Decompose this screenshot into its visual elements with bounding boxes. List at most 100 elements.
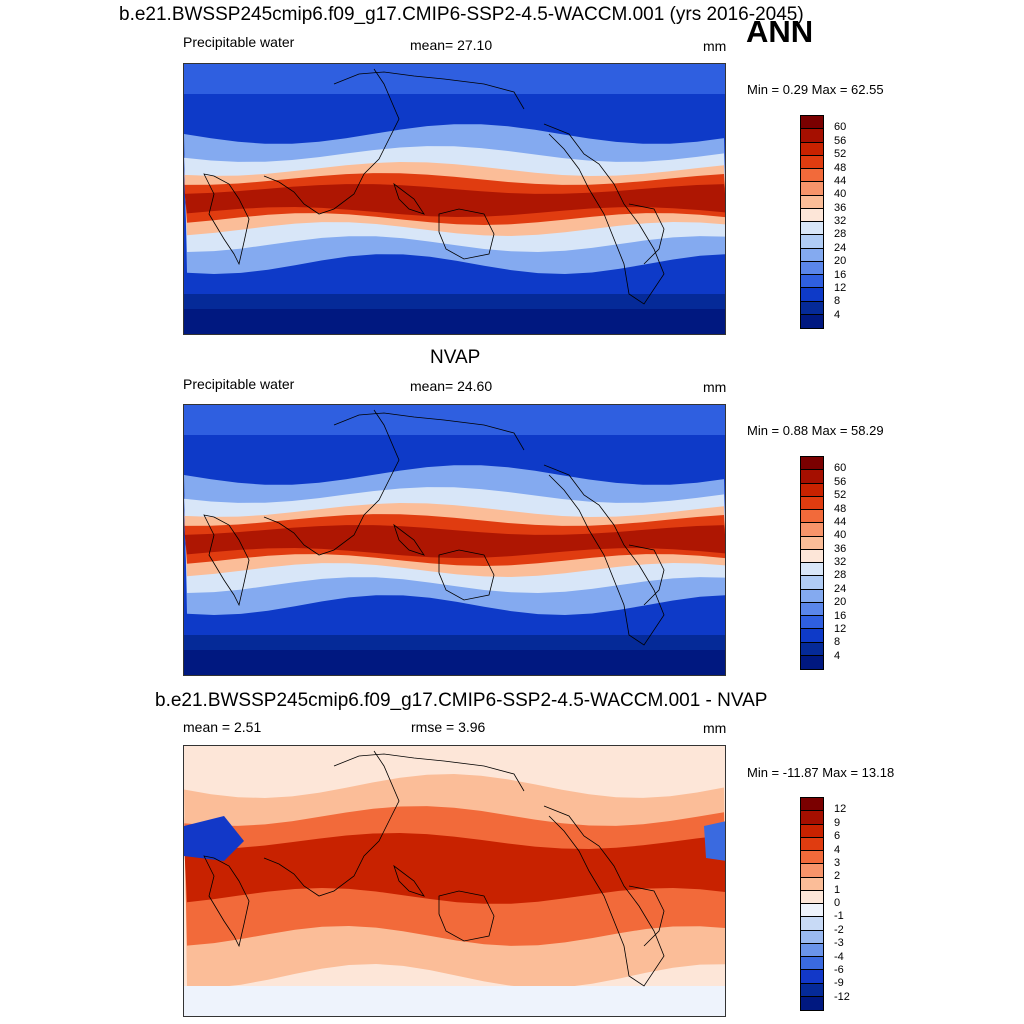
colorbar-tick-label: 4 — [834, 308, 841, 321]
colorbar-tick-label: 44 — [834, 174, 847, 187]
colorbar-tick-label: 8 — [834, 295, 841, 308]
colorbar-swatch — [801, 851, 823, 865]
panel-1-title: b.e21.BWSSP245cmip6.f09_g17.CMIP6-SSP2-4… — [119, 4, 804, 25]
colorbar-swatch — [801, 155, 823, 169]
colorbar-swatch — [801, 195, 823, 209]
colorbar-swatch — [801, 483, 823, 497]
colorbar-swatch — [801, 470, 823, 484]
colorbar-swatch — [801, 496, 823, 510]
colorbar-swatch — [801, 182, 823, 196]
colorbar-swatch — [801, 589, 823, 603]
colorbar-swatch — [801, 301, 823, 315]
colorbar-swatch — [801, 576, 823, 590]
colorbar-tick-label: 8 — [834, 636, 841, 649]
colorbar-tick-label: 44 — [834, 515, 847, 528]
colorbar-tick-label: 16 — [834, 609, 847, 622]
colorbar-tick-label: 12 — [834, 281, 847, 294]
colorbar-tick-label: 0 — [834, 897, 841, 909]
colorbar-tick-label: 16 — [834, 268, 847, 281]
colorbar-swatch — [801, 261, 823, 275]
colorbar-swatch — [801, 563, 823, 577]
panel-1-map — [183, 63, 726, 335]
panel-2-mean-label: mean= 24.60 — [410, 378, 493, 394]
colorbar-tick-label: -1 — [834, 910, 844, 923]
colorbar-tick-label: 56 — [834, 475, 847, 488]
panel-3-title: b.e21.BWSSP245cmip6.f09_g17.CMIP6-SSP2-4… — [155, 690, 768, 711]
colorbar-tick-label: 24 — [834, 582, 847, 595]
colorbar-swatch — [801, 116, 823, 130]
colorbar-swatch — [801, 642, 823, 656]
colorbar-swatch — [801, 248, 823, 262]
colorbar-swatch — [801, 917, 823, 931]
colorbar-swatch — [801, 798, 823, 812]
colorbar-swatch — [801, 288, 823, 302]
colorbar-tick-label: 4 — [834, 649, 841, 662]
panel-1-map-field — [184, 64, 725, 334]
colorbar-tick-label: 48 — [834, 502, 847, 515]
colorbar-tick-label: -9 — [834, 977, 844, 990]
panel-3-units-label: mm — [703, 720, 727, 736]
colorbar-tick-label: 60 — [834, 462, 847, 475]
panel-2-map-field — [184, 405, 725, 675]
colorbar-swatch — [801, 957, 823, 971]
colorbar-swatch — [801, 129, 823, 143]
panel-2-variable-label: Precipitable water — [183, 376, 295, 392]
colorbar-swatch — [801, 523, 823, 537]
colorbar-tick-label: 20 — [834, 255, 847, 268]
colorbar-tick-label: 32 — [834, 215, 847, 227]
colorbar-tick-label: 2 — [834, 870, 841, 883]
panel-1-minmax: Min = 0.29 Max = 62.55 — [747, 82, 884, 97]
colorbar-swatch — [801, 655, 823, 669]
panel-2-units-label: mm — [703, 379, 727, 395]
colorbar-tick-label: 6 — [834, 830, 841, 843]
colorbar-swatch — [801, 314, 823, 328]
colorbar-tick-label: 1 — [834, 883, 841, 896]
panel-1-units-label: mm — [703, 38, 727, 54]
panel-2-map — [183, 404, 726, 676]
colorbar-tick-label: 9 — [834, 816, 841, 829]
panel-1-colorbar — [800, 115, 824, 329]
colorbar-swatch — [801, 824, 823, 838]
colorbar-swatch — [801, 864, 823, 878]
colorbar-tick-label: 52 — [834, 148, 847, 161]
colorbar-swatch — [801, 536, 823, 550]
colorbar-swatch — [801, 983, 823, 997]
colorbar-tick-label: 60 — [834, 121, 847, 134]
panel-1-variable-label: Precipitable water — [183, 34, 295, 50]
colorbar-tick-label: -12 — [834, 990, 850, 1003]
colorbar-tick-label: 36 — [834, 201, 847, 214]
colorbar-tick-label: 32 — [834, 556, 847, 568]
colorbar-swatch — [801, 930, 823, 944]
colorbar-tick-label: 28 — [834, 569, 847, 582]
panel-3-map-field — [184, 746, 725, 1016]
colorbar-swatch — [801, 837, 823, 851]
colorbar-tick-label: 24 — [834, 241, 847, 254]
panel-3-map — [183, 745, 726, 1017]
colorbar-swatch — [801, 904, 823, 918]
colorbar-tick-label: 3 — [834, 856, 841, 869]
colorbar-tick-label: 52 — [834, 489, 847, 502]
panel-3-rmse-label: rmse = 3.96 — [411, 719, 486, 735]
colorbar-swatch — [801, 943, 823, 957]
colorbar-swatch — [801, 208, 823, 222]
colorbar-swatch — [801, 142, 823, 156]
panel-2-minmax: Min = 0.88 Max = 58.29 — [747, 423, 884, 438]
colorbar-tick-label: 20 — [834, 596, 847, 609]
colorbar-tick-label: -6 — [834, 963, 844, 976]
panel-3-colorbar — [800, 797, 824, 1011]
colorbar-swatch — [801, 616, 823, 630]
colorbar-tick-label: 28 — [834, 228, 847, 241]
colorbar-swatch — [801, 877, 823, 891]
panel-1-mean-label: mean= 27.10 — [410, 37, 493, 53]
colorbar-swatch — [801, 996, 823, 1010]
colorbar-swatch — [801, 275, 823, 289]
colorbar-swatch — [801, 970, 823, 984]
colorbar-swatch — [801, 510, 823, 524]
colorbar-tick-label: 12 — [834, 622, 847, 635]
colorbar-swatch — [801, 602, 823, 616]
colorbar-tick-label: 40 — [834, 188, 847, 201]
panel-2-title: NVAP — [430, 347, 481, 368]
panel-3-mean-label: mean = 2.51 — [183, 719, 262, 735]
colorbar-tick-label: 12 — [834, 803, 847, 816]
panel-3-minmax: Min = -11.87 Max = 13.18 — [747, 765, 895, 780]
